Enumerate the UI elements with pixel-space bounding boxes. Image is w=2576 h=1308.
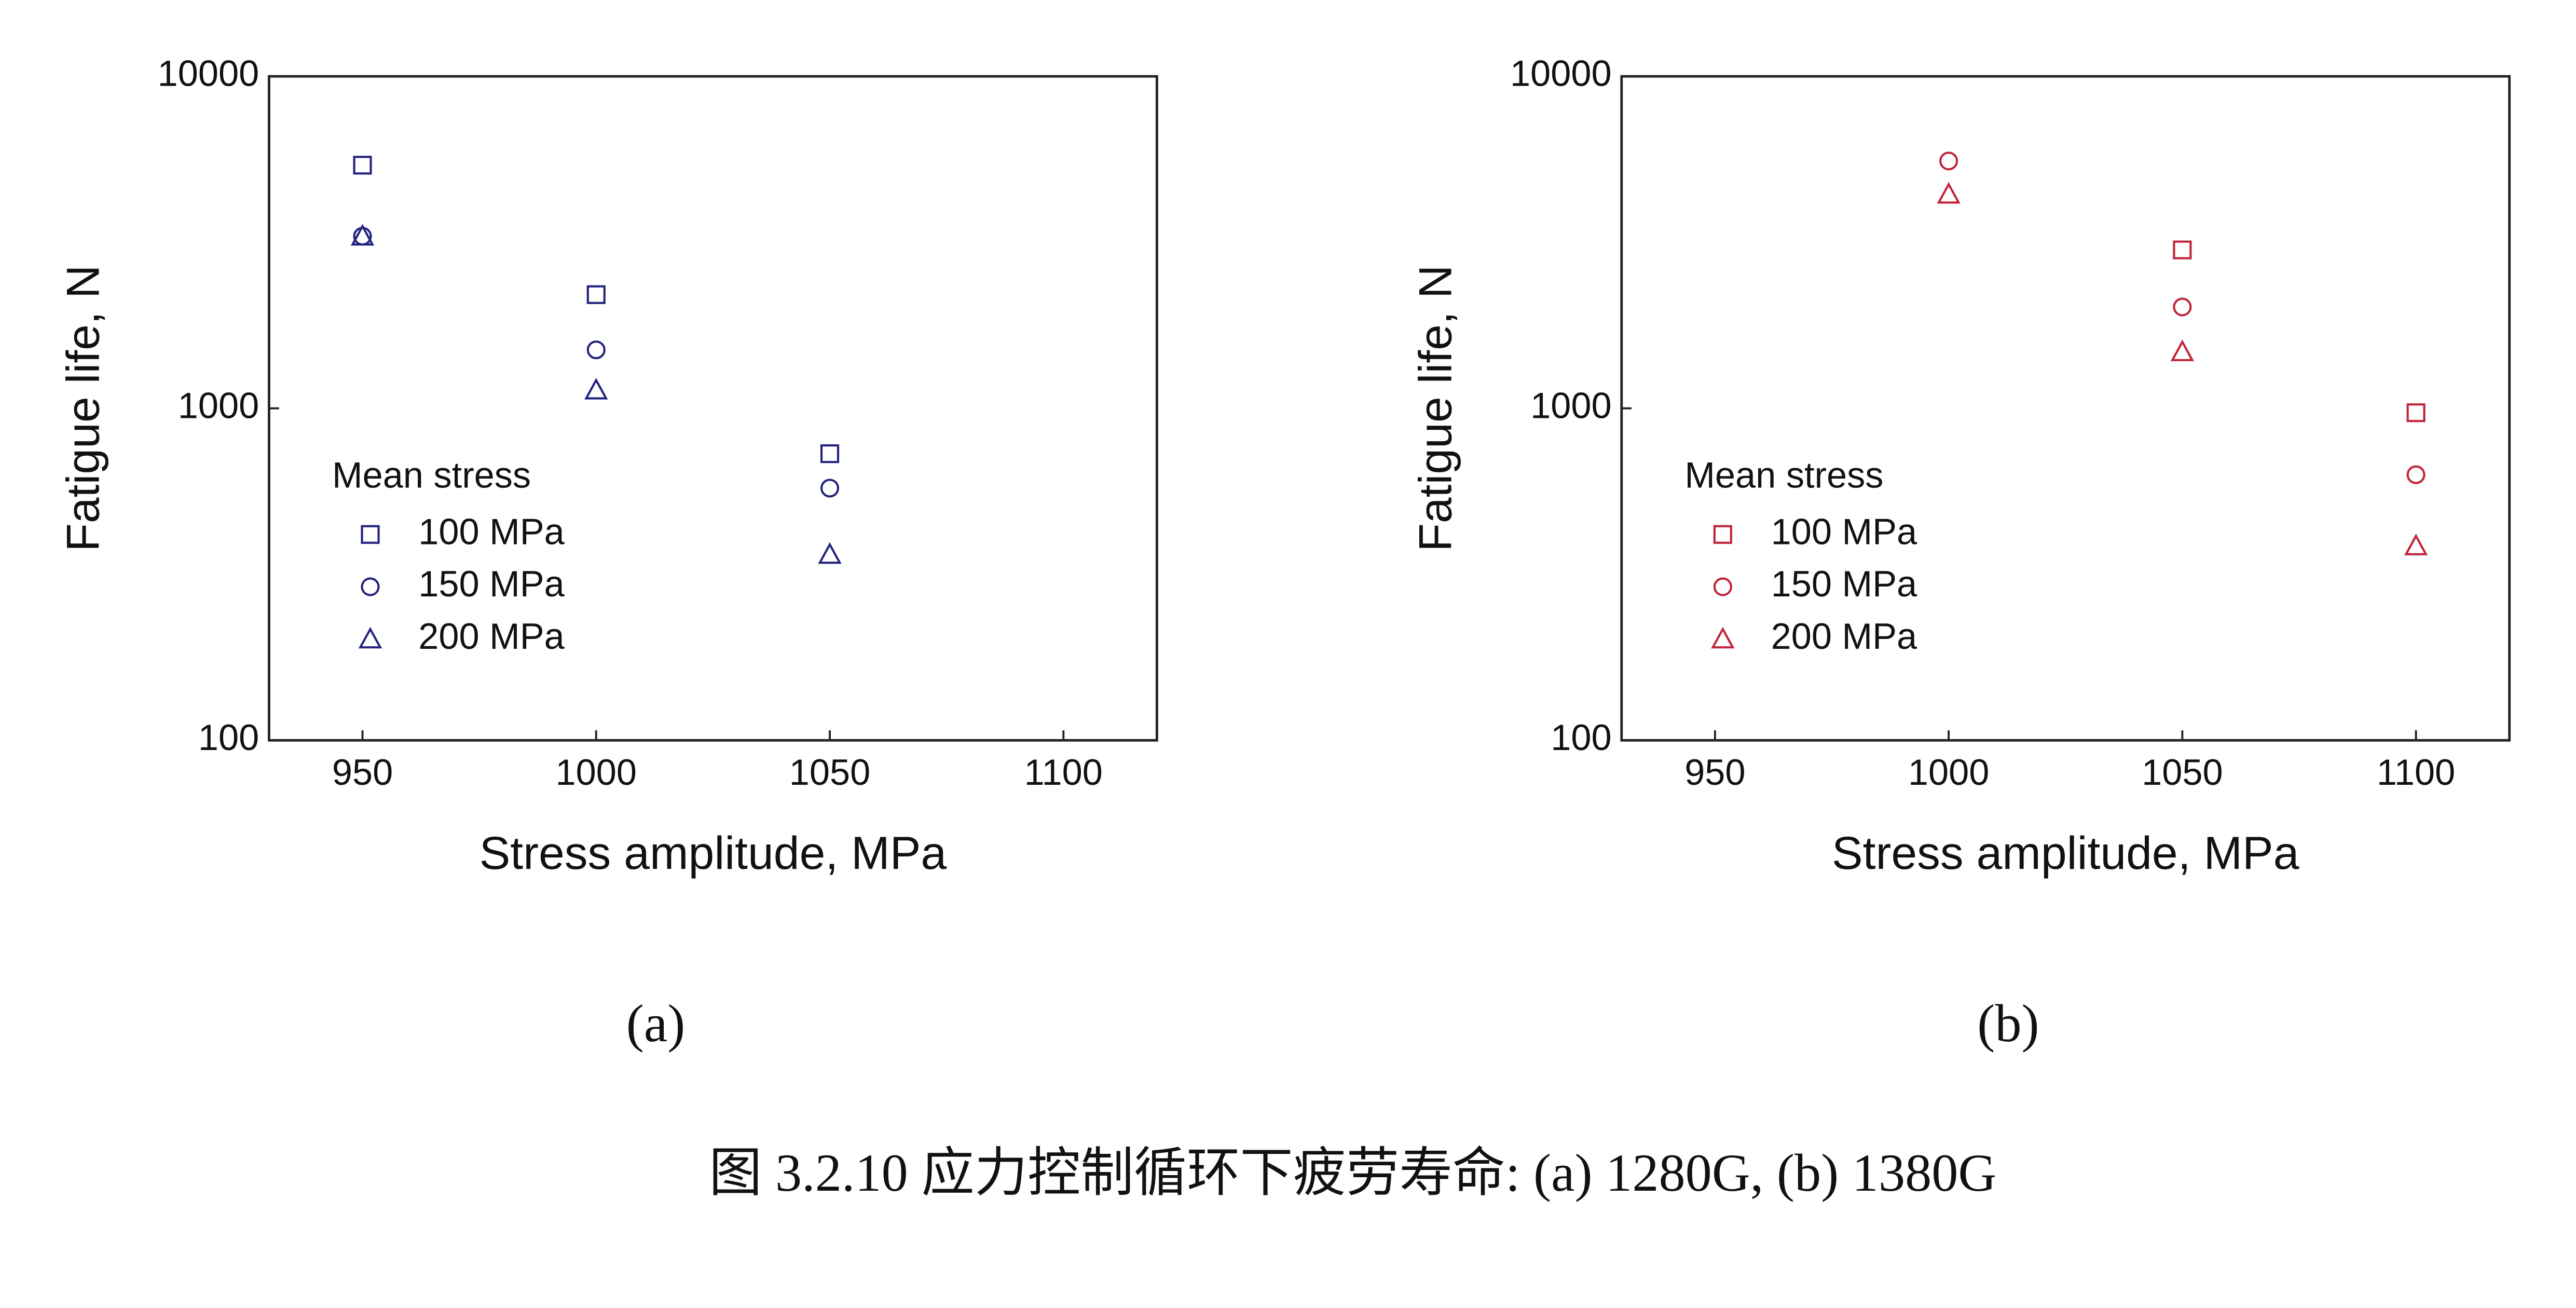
data-point: [1937, 182, 1961, 204]
y-tick-label: 100: [198, 717, 259, 758]
data-point: [2406, 465, 2426, 484]
legend-label: 100 MPa: [1771, 511, 1917, 552]
data-point: [350, 224, 375, 246]
data-point: [584, 377, 608, 400]
legend-marker: [361, 577, 380, 596]
x-tick-label: 1000: [556, 752, 637, 793]
legend-marker: [361, 525, 380, 544]
x-tick-label: 1050: [789, 752, 871, 793]
y-axis-label: Fatigue life, N: [57, 265, 108, 552]
legend-label: 200 MPa: [418, 616, 565, 657]
x-tick-label: 950: [332, 752, 393, 793]
legend-label: 150 MPa: [1771, 563, 1917, 604]
legend-title: Mean stress: [1684, 455, 1883, 496]
y-axis-label: Fatigue life, N: [1409, 265, 1461, 552]
y-tick-label: 10000: [158, 53, 259, 94]
panel-label: (a): [626, 994, 686, 1053]
plot-frame: [268, 75, 1158, 742]
legend-label: 150 MPa: [418, 563, 565, 604]
legend-marker: [1713, 525, 1732, 544]
x-tick-label: 1000: [1908, 752, 1990, 793]
figure-caption: 图 3.2.10 应力控制循环下疲劳寿命: (a) 1280G, (b) 138…: [709, 1144, 1996, 1203]
legend-marker: [1713, 577, 1732, 596]
x-tick-label: 1050: [2142, 752, 2223, 793]
legend-label: 100 MPa: [418, 511, 565, 552]
data-point: [2173, 240, 2192, 260]
data-point: [820, 444, 840, 464]
data-point: [2406, 403, 2426, 423]
y-tick-label: 10000: [1510, 53, 1612, 94]
data-point: [586, 340, 606, 360]
data-point: [1939, 152, 1958, 171]
y-tick-label: 1000: [1530, 385, 1612, 426]
x-tick-label: 1100: [2377, 752, 2455, 793]
legend-title: Mean stress: [332, 455, 531, 496]
data-point: [2173, 297, 2192, 317]
legend-marker: [1711, 626, 1735, 649]
y-tick-label: 100: [1551, 717, 1611, 758]
data-point: [586, 285, 606, 304]
plot-frame: [1620, 75, 2511, 742]
x-tick-label: 950: [1684, 752, 1745, 793]
data-point: [353, 156, 372, 175]
data-point: [2170, 339, 2195, 361]
data-point: [820, 479, 840, 498]
legend-marker: [358, 626, 382, 649]
panel-label: (b): [1977, 994, 2039, 1053]
y-tick-label: 1000: [178, 385, 259, 426]
data-point: [818, 542, 842, 564]
x-axis-label: Stress amplitude, MPa: [479, 827, 947, 879]
legend-label: 200 MPa: [1771, 616, 1917, 657]
x-tick-label: 1100: [1024, 752, 1103, 793]
x-axis-label: Stress amplitude, MPa: [1832, 827, 2299, 879]
data-point: [2404, 534, 2428, 555]
